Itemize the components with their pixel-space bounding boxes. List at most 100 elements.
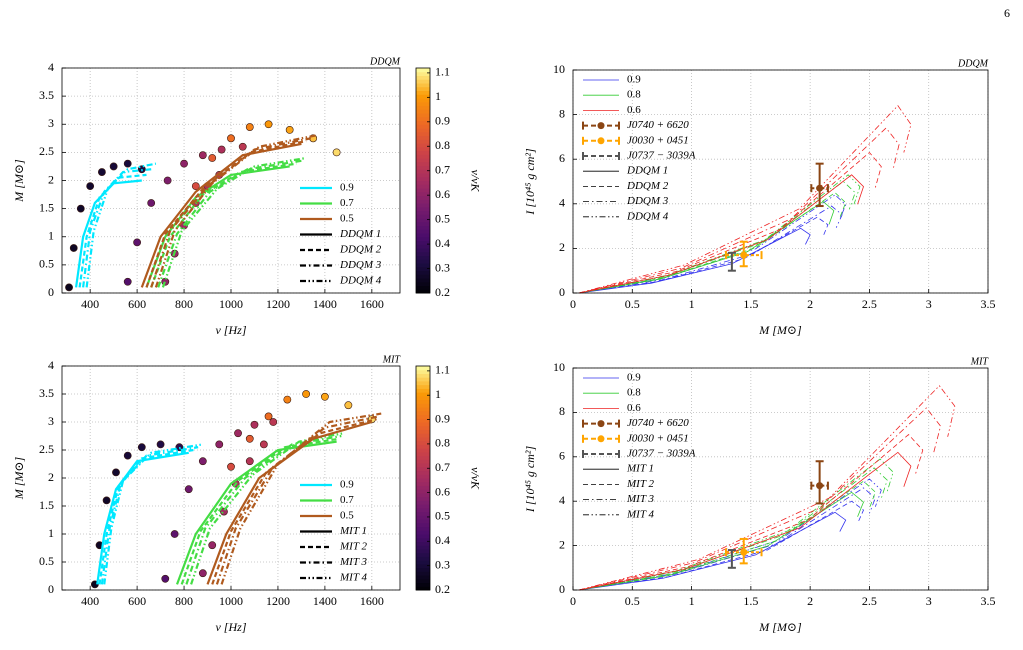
colorbar-tick-label: 0.5 [435, 509, 450, 523]
x-tick-label: 400 [81, 297, 99, 311]
legend-label: DDQM 3 [626, 195, 669, 207]
error-point [816, 184, 824, 192]
x-tick-label: 1.5 [743, 297, 758, 311]
curve [578, 216, 829, 294]
colorbar-segment [416, 191, 430, 196]
y-tick-label: 3.5 [39, 88, 54, 102]
colorbar-segment [416, 582, 430, 587]
point [245, 457, 254, 466]
y-tick-label: 10 [553, 62, 565, 76]
point [98, 168, 106, 176]
legend-label: 0.7 [340, 197, 354, 209]
point [344, 401, 353, 410]
colorbar-segment [416, 71, 430, 76]
point [191, 182, 200, 191]
y-tick-label: 2 [559, 240, 565, 254]
curve [578, 205, 843, 294]
x-tick-label: 1000 [219, 594, 243, 608]
curve [85, 162, 157, 288]
point [102, 496, 111, 505]
y-tick-label: 2 [559, 537, 565, 551]
curve [578, 201, 835, 294]
point [123, 451, 132, 460]
point [137, 443, 146, 452]
colorbar-segment [416, 101, 430, 106]
colorbar-segment [416, 259, 430, 264]
y-tick-label: 3.5 [39, 386, 54, 400]
point [65, 283, 73, 292]
colorbar-tick-label: 0.6 [435, 484, 450, 498]
point [69, 244, 78, 252]
panel-label: MIT [970, 356, 990, 367]
curve [154, 134, 316, 288]
legend-label: 0.9 [340, 479, 354, 491]
colorbar-tick-label: 0.8 [435, 138, 450, 152]
x-tick-label: 1 [689, 594, 695, 608]
point [147, 199, 156, 207]
curve [185, 434, 342, 585]
point [227, 134, 235, 143]
legend-label: 0.9 [627, 372, 641, 384]
panel-label: MIT [382, 354, 402, 365]
legend-label: 0.8 [627, 387, 641, 399]
x-tick-label: 1400 [313, 297, 337, 311]
curve [578, 500, 864, 591]
colorbar-segment [416, 285, 430, 290]
legend-label: 0.9 [627, 74, 641, 86]
panel-label: DDQM [369, 56, 401, 67]
curve [578, 385, 956, 591]
legend-label: J0737 − 3039A [627, 448, 696, 460]
plot-frame [572, 367, 989, 591]
colorbar-frame [415, 67, 431, 294]
colorbar-segment [416, 180, 430, 185]
colorbar-segment [416, 154, 430, 159]
point [123, 159, 132, 168]
legend-marker [597, 420, 605, 428]
colorbar-segment [416, 255, 430, 260]
colorbar-segment [416, 571, 430, 576]
colorbar-label: ν/νK [468, 170, 482, 193]
point [161, 574, 170, 583]
colorbar-segment [416, 199, 430, 204]
point [208, 541, 217, 550]
y-tick-label: 3 [48, 414, 54, 428]
colorbar-segment [416, 485, 430, 490]
point [245, 123, 254, 131]
error-point [740, 251, 748, 259]
colorbar-segment [416, 448, 430, 453]
point [264, 412, 273, 421]
point [180, 159, 188, 168]
colorbar-segment [416, 195, 430, 200]
colorbar-segment [416, 459, 430, 464]
y-axis-label: I [10⁴⁵ g cm²] [523, 148, 537, 216]
colorbar-segment [416, 522, 430, 528]
colorbar-segment [416, 214, 430, 219]
colorbar-segment [416, 384, 430, 389]
curve [100, 446, 199, 585]
y-tick-label: 3 [48, 116, 54, 130]
colorbar-segment [416, 369, 430, 374]
colorbar-tick-label: 0.7 [435, 162, 450, 176]
colorbar-segment [416, 500, 430, 505]
x-tick-label: 2.5 [862, 297, 877, 311]
colorbar-segment [416, 552, 430, 557]
colorbar-segment [416, 83, 430, 88]
colorbar-segment [416, 392, 430, 397]
colorbar-tick-label: 0.3 [435, 260, 450, 274]
curve [578, 227, 811, 294]
curve [578, 192, 847, 294]
point [198, 151, 207, 160]
legend-marker [597, 435, 605, 443]
legend-marker [597, 137, 605, 145]
colorbar-segment [416, 436, 430, 442]
colorbar-segment [416, 289, 430, 294]
y-tick-label: 6 [559, 151, 565, 165]
legend-label: J0030 + 0451 [627, 134, 689, 146]
colorbar-segment [416, 131, 430, 136]
point [112, 468, 120, 477]
curve [140, 142, 302, 288]
colorbar-segment [416, 578, 430, 584]
error-point [740, 548, 748, 556]
legend-label: DDQM 4 [626, 210, 669, 222]
x-tick-label: 800 [175, 297, 193, 311]
